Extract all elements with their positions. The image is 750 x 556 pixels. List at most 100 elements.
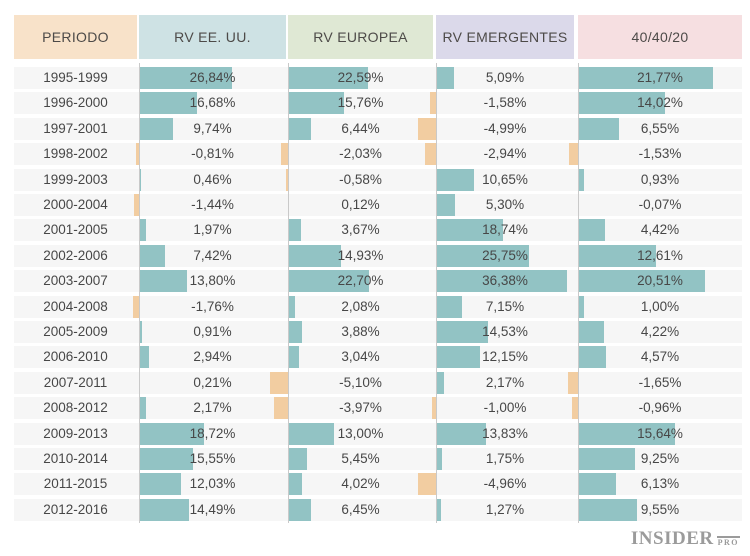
gridline-rv-ee-uu <box>139 63 140 523</box>
table-row: 2005-2009 0,91% 3,88% 14,53% 4,22% <box>14 321 742 343</box>
period-label: 2004-2008 <box>43 299 108 314</box>
negative-bar-rv-europea <box>281 143 288 165</box>
positive-bar-rv-ee-uu <box>139 270 187 292</box>
negative-bar-rv-emergentes <box>418 473 436 495</box>
positive-bar-40-40-20 <box>578 270 705 292</box>
positive-bar-40-40-20 <box>578 118 619 140</box>
value-label-rv-ee-uu: 15,55% <box>189 451 236 466</box>
positive-bar-40-40-20 <box>578 67 713 89</box>
value-label-rv-ee-uu: 13,80% <box>189 273 236 288</box>
positive-bar-rv-ee-uu <box>139 346 149 368</box>
value-label-rv-emergentes: 7,15% <box>485 299 525 314</box>
value-label-rv-emergentes: -1,58% <box>483 95 527 110</box>
value-label-rv-ee-uu: 0,46% <box>193 172 232 187</box>
table-row: 2000-2004 -1,44% 0,12% 5,30% -0,07% <box>14 194 742 216</box>
period-label: 2003-2007 <box>43 273 108 288</box>
value-label-40-40-20: 6,55% <box>640 121 680 136</box>
positive-bar-rv-emergentes <box>436 67 454 89</box>
positive-bar-rv-ee-uu <box>139 169 141 191</box>
value-label-rv-europea: 22,70% <box>337 273 384 288</box>
positive-bar-rv-europea <box>288 346 299 368</box>
positive-bar-rv-europea <box>288 423 334 445</box>
value-label-40-40-20: -1,65% <box>638 375 682 390</box>
value-label-40-40-20: 1,00% <box>640 299 680 314</box>
value-label-40-40-20: 4,22% <box>640 324 680 339</box>
value-label-rv-europea: 3,88% <box>341 324 380 339</box>
value-label-rv-europea: 13,00% <box>337 426 384 441</box>
period-label: 1998-2002 <box>43 146 108 161</box>
insiderpro-logo: INSIDER PRO <box>631 529 740 548</box>
negative-bar-rv-emergentes <box>432 397 436 419</box>
value-label-rv-ee-uu: -1,44% <box>191 197 234 212</box>
table-row: 2002-2006 7,42% 14,93% 25,75% 12,61% <box>14 245 742 267</box>
positive-bar-rv-europea <box>288 321 302 343</box>
table-row: 2009-2013 18,72% 13,00% 13,83% 15,64% <box>14 423 742 445</box>
period-label: 1999-2003 <box>43 172 108 187</box>
value-label-rv-emergentes: 5,09% <box>485 70 525 85</box>
positive-bar-rv-ee-uu <box>139 448 193 470</box>
period-label: 1996-2000 <box>43 95 108 110</box>
value-label-rv-emergentes: 12,15% <box>482 349 528 364</box>
positive-bar-rv-europea <box>288 245 341 267</box>
value-label-40-40-20: -0,07% <box>638 197 682 212</box>
positive-bar-rv-emergentes <box>436 423 486 445</box>
table-row: 2008-2012 2,17% -3,97% -1,00% -0,96% <box>14 397 742 419</box>
table-row: 1998-2002 -0,81% -2,03% -2,94% -1,53% <box>14 143 742 165</box>
positive-bar-40-40-20 <box>578 169 584 191</box>
value-label-rv-ee-uu: 12,03% <box>189 476 236 491</box>
positive-bar-40-40-20 <box>578 92 665 114</box>
value-label-rv-ee-uu: 0,21% <box>193 375 232 390</box>
negative-bar-40-40-20 <box>569 143 578 165</box>
period-label: 2010-2014 <box>43 451 108 466</box>
value-label-rv-ee-uu: 0,91% <box>193 324 232 339</box>
gridline-40-40-20 <box>578 63 579 523</box>
value-label-rv-emergentes: 18,74% <box>482 222 528 237</box>
negative-bar-rv-europea <box>274 397 288 419</box>
value-label-rv-europea: 5,45% <box>341 451 380 466</box>
value-label-40-40-20: 4,42% <box>640 222 680 237</box>
positive-bar-rv-emergentes <box>436 245 529 267</box>
value-label-rv-emergentes: -4,96% <box>483 476 527 491</box>
value-label-rv-europea: 2,08% <box>341 299 380 314</box>
logo-badge: PRO <box>716 536 740 547</box>
value-label-rv-ee-uu: 16,68% <box>189 95 236 110</box>
period-label: 2007-2011 <box>43 375 108 390</box>
value-label-rv-emergentes: 36,38% <box>482 273 528 288</box>
column-header-rv-emergentes: RV EMERGENTES <box>436 15 574 59</box>
period-label: 1997-2001 <box>43 121 108 136</box>
value-label-rv-emergentes: 1,75% <box>485 451 525 466</box>
value-label-rv-ee-uu: 26,84% <box>189 70 236 85</box>
positive-bar-rv-europea <box>288 92 344 114</box>
positive-bar-rv-emergentes <box>436 448 442 470</box>
positive-bar-rv-ee-uu <box>139 321 142 343</box>
period-label: 2008-2012 <box>43 400 108 415</box>
period-label: 2006-2010 <box>43 349 108 364</box>
column-header-periodo: PERIODO <box>14 15 137 59</box>
positive-bar-rv-europea <box>288 118 311 140</box>
positive-bar-rv-ee-uu <box>139 219 146 241</box>
table-row: 2001-2005 1,97% 3,67% 18,74% 4,42% <box>14 219 742 241</box>
negative-bar-rv-ee-uu <box>134 194 139 216</box>
column-header-rv-europea: RV EUROPEA <box>288 15 433 59</box>
negative-bar-rv-emergentes <box>418 118 436 140</box>
value-label-40-40-20: 9,55% <box>640 502 680 517</box>
value-label-rv-europea: -3,97% <box>339 400 382 415</box>
value-label-rv-emergentes: -1,00% <box>483 400 527 415</box>
positive-bar-rv-ee-uu <box>139 92 197 114</box>
positive-bar-rv-emergentes <box>436 372 444 394</box>
negative-bar-rv-europea <box>270 372 288 394</box>
value-label-rv-europea: 15,76% <box>337 95 384 110</box>
positive-bar-40-40-20 <box>578 423 675 445</box>
positive-bar-rv-europea <box>288 499 311 521</box>
positive-bar-40-40-20 <box>578 473 616 495</box>
value-label-rv-europea: 6,44% <box>341 121 380 136</box>
value-label-rv-emergentes: 14,53% <box>482 324 528 339</box>
positive-bar-40-40-20 <box>578 296 584 318</box>
value-label-rv-emergentes: 25,75% <box>482 248 528 263</box>
positive-bar-rv-emergentes <box>436 321 488 343</box>
positive-bar-rv-europea <box>288 219 301 241</box>
value-label-rv-emergentes: 5,30% <box>485 197 525 212</box>
positive-bar-40-40-20 <box>578 499 637 521</box>
positive-bar-rv-emergentes <box>436 194 455 216</box>
